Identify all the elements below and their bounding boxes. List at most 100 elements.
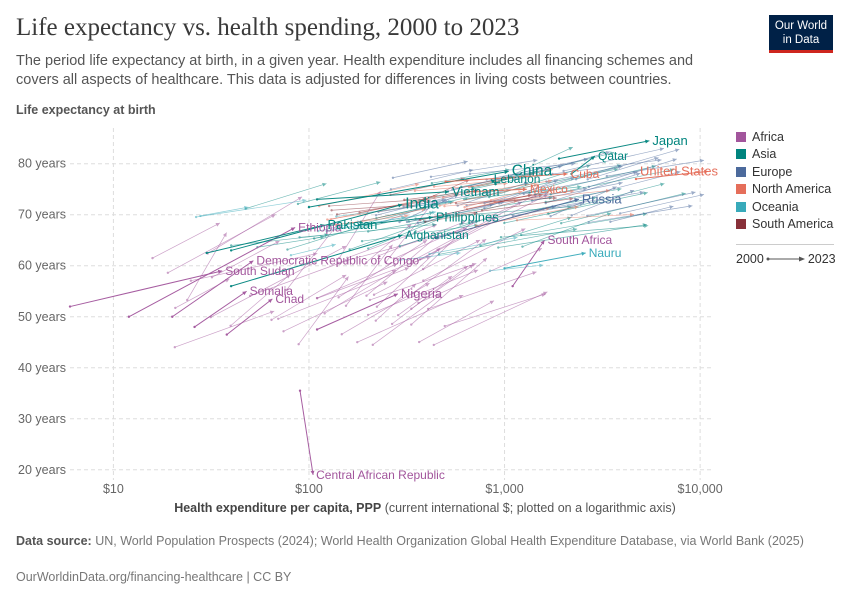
country-trajectory[interactable] xyxy=(497,223,647,249)
country-trajectory[interactable] xyxy=(371,294,442,347)
country-label[interactable]: South Africa xyxy=(547,233,612,247)
country-trajectory[interactable] xyxy=(391,160,468,179)
country-trajectory[interactable] xyxy=(337,239,428,299)
country-label[interactable]: Cuba xyxy=(571,167,600,181)
country-trajectory[interactable] xyxy=(340,282,430,336)
legend-item[interactable]: South America xyxy=(736,216,833,234)
country-trajectory-china[interactable] xyxy=(307,170,509,209)
country-trajectory[interactable] xyxy=(277,267,410,320)
country-trajectory[interactable] xyxy=(410,257,488,326)
country-trajectory[interactable] xyxy=(489,189,575,202)
country-trajectory[interactable] xyxy=(467,168,553,189)
country-trajectory[interactable] xyxy=(186,232,227,302)
country-trajectory[interactable] xyxy=(166,214,276,274)
country-trajectory[interactable] xyxy=(335,199,431,216)
country-trajectory[interactable] xyxy=(282,281,388,333)
country-trajectory[interactable] xyxy=(410,264,474,310)
country-trajectory[interactable] xyxy=(151,222,221,260)
country-trajectory-chad[interactable] xyxy=(225,298,273,336)
country-trajectory-central-african-republic[interactable] xyxy=(298,389,315,475)
country-trajectory-nauru[interactable] xyxy=(503,251,586,270)
country-trajectory-afghanistan[interactable] xyxy=(229,234,403,288)
country-label[interactable]: Nigeria xyxy=(401,286,443,301)
country-trajectory-ethiopia[interactable] xyxy=(127,227,296,318)
legend-item[interactable]: Africa xyxy=(736,128,833,146)
country-label[interactable]: Vietnam xyxy=(452,184,499,199)
country-trajectory-south-sudan[interactable] xyxy=(68,269,223,308)
country-trajectory[interactable] xyxy=(398,251,461,262)
country-trajectory[interactable] xyxy=(325,210,437,233)
country-trajectory[interactable] xyxy=(619,193,705,215)
country-trajectory[interactable] xyxy=(199,205,249,218)
country-trajectory[interactable] xyxy=(317,220,362,233)
country-label[interactable]: Central African Republic xyxy=(316,468,445,482)
country-trajectory[interactable] xyxy=(335,199,453,218)
country-trajectory[interactable] xyxy=(366,269,479,317)
country-label[interactable]: Nauru xyxy=(589,246,622,260)
country-trajectory[interactable] xyxy=(483,179,559,210)
country-trajectory[interactable] xyxy=(270,274,347,322)
country-trajectory[interactable] xyxy=(459,196,597,226)
country-trajectory[interactable] xyxy=(586,156,659,181)
country-trajectory[interactable] xyxy=(463,190,523,209)
country-label[interactable]: Japan xyxy=(652,133,687,148)
country-trajectory[interactable] xyxy=(429,158,538,179)
country-trajectory[interactable] xyxy=(488,263,544,272)
legend-item[interactable]: Europe xyxy=(736,163,833,181)
country-trajectory[interactable] xyxy=(587,204,693,224)
country-trajectory-united-states[interactable] xyxy=(634,169,709,181)
country-trajectory-democratic-republic-of-congo[interactable] xyxy=(171,260,254,318)
legend-item[interactable]: Asia xyxy=(736,146,833,164)
legend-item[interactable]: Oceania xyxy=(736,198,833,216)
country-label[interactable]: United States xyxy=(640,163,719,178)
country-trajectory[interactable] xyxy=(515,212,635,222)
country-trajectory[interactable] xyxy=(521,212,612,248)
country-trajectory[interactable] xyxy=(424,211,478,224)
country-trajectory[interactable] xyxy=(432,291,548,347)
country-trajectory[interactable] xyxy=(396,275,453,317)
country-trajectory-japan[interactable] xyxy=(557,139,650,160)
country-label[interactable]: Ethiopia xyxy=(298,220,342,234)
country-trajectory-philippines[interactable] xyxy=(357,215,433,227)
country-trajectory[interactable] xyxy=(372,239,481,296)
country-trajectory-somalia[interactable] xyxy=(193,290,247,329)
country-label[interactable]: Chad xyxy=(275,292,304,306)
country-trajectory[interactable] xyxy=(418,193,533,222)
country-trajectory[interactable] xyxy=(586,191,696,217)
country-trajectory[interactable] xyxy=(368,262,477,302)
country-trajectory-mexico[interactable] xyxy=(466,187,527,193)
owid-logo[interactable]: Our World in Data xyxy=(769,15,833,53)
country-label[interactable]: Somalia xyxy=(250,284,294,298)
country-trajectory[interactable] xyxy=(605,158,705,178)
country-label[interactable]: Pakistan xyxy=(327,217,377,232)
country-trajectory[interactable] xyxy=(173,310,275,349)
country-label[interactable]: China xyxy=(512,162,553,179)
country-trajectory[interactable] xyxy=(570,189,635,217)
country-trajectory[interactable] xyxy=(530,181,623,202)
country-trajectory[interactable] xyxy=(344,244,393,307)
country-trajectory-india[interactable] xyxy=(229,203,403,252)
country-trajectory[interactable] xyxy=(296,181,381,206)
footer-link[interactable]: OurWorldinData.org/financing-healthcare … xyxy=(16,570,292,584)
country-label[interactable]: Democratic Republic of Congo xyxy=(256,254,419,268)
country-trajectory[interactable] xyxy=(389,168,474,191)
country-label[interactable]: Afghanistan xyxy=(405,228,468,242)
country-trajectory-cuba[interactable] xyxy=(444,172,568,183)
country-trajectory[interactable] xyxy=(194,198,307,219)
country-trajectory-russia[interactable] xyxy=(435,198,580,239)
country-trajectory-qatar[interactable] xyxy=(570,155,596,176)
country-trajectory[interactable] xyxy=(455,197,574,216)
country-label[interactable]: South Sudan xyxy=(225,264,294,278)
country-trajectory[interactable] xyxy=(289,243,336,257)
country-label[interactable]: Mexico xyxy=(530,182,568,196)
country-label[interactable]: Qatar xyxy=(598,149,628,163)
country-label[interactable]: Russia xyxy=(582,191,623,206)
country-trajectory[interactable] xyxy=(413,181,508,193)
country-trajectory-vietnam[interactable] xyxy=(315,190,450,201)
country-trajectory[interactable] xyxy=(522,170,638,196)
country-trajectory[interactable] xyxy=(297,276,349,346)
country-label[interactable]: India xyxy=(405,196,439,213)
country-label[interactable]: Philippines xyxy=(436,209,499,224)
legend-item[interactable]: North America xyxy=(736,181,833,199)
country-trajectory[interactable] xyxy=(210,240,280,279)
